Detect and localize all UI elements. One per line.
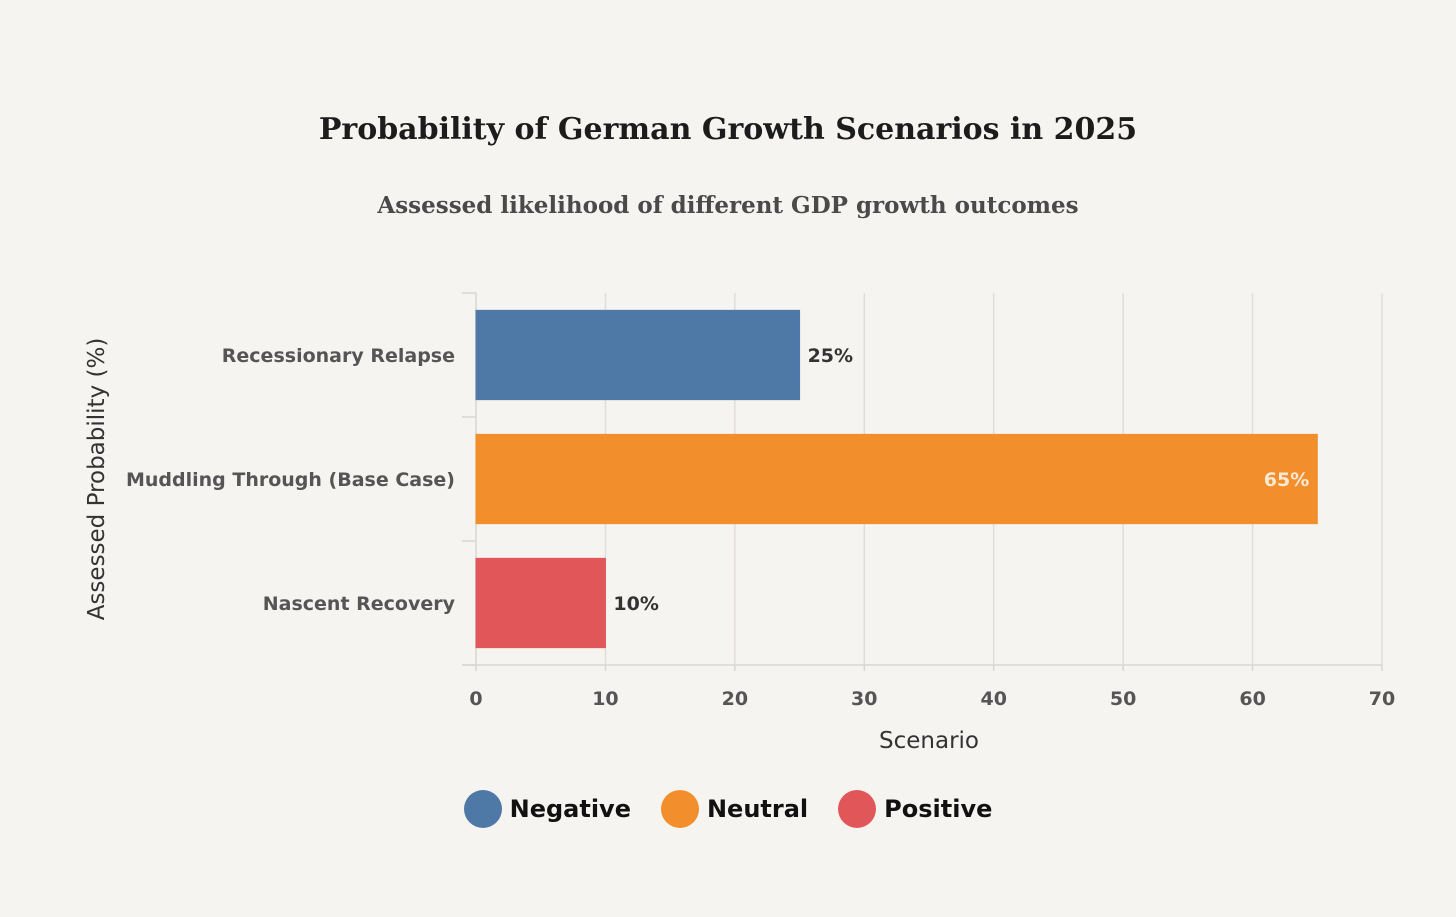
x-axis-title: Scenario bbox=[879, 728, 979, 754]
legend-label-negative: Negative bbox=[509, 795, 631, 823]
y-tick-label-recessionary-relapse: Recessionary Relapse bbox=[222, 345, 455, 367]
chart-title: Probability of German Growth Scenarios i… bbox=[318, 112, 1138, 147]
x-tick-label-30: 30 bbox=[851, 688, 877, 710]
x-tick-label-60: 60 bbox=[1239, 688, 1265, 710]
legend-label-neutral: Neutral bbox=[706, 795, 809, 823]
legend-swatch-positive bbox=[838, 790, 877, 828]
y-tick-label-muddling-through-base-case: Muddling Through (Base Case) bbox=[126, 469, 455, 491]
legend-swatch-negative bbox=[463, 790, 502, 828]
data-label-nascent-recovery: 10% bbox=[613, 593, 658, 615]
x-tick-label-10: 10 bbox=[592, 688, 618, 710]
bar-muddling-through-base-case bbox=[475, 433, 1318, 525]
data-label-muddling-through-base-case: 65% bbox=[1264, 469, 1309, 491]
x-tick-label-40: 40 bbox=[980, 688, 1006, 710]
legend-item-positive[interactable]: Positive bbox=[838, 790, 992, 828]
legend-swatch-neutral bbox=[660, 790, 699, 828]
x-tick-label-70: 70 bbox=[1369, 688, 1395, 710]
legend: Negative Neutral Positive bbox=[0, 790, 1456, 828]
chart-subtitle: Assessed likelihood of different GDP gro… bbox=[377, 192, 1079, 219]
y-tick-label-nascent-recovery: Nascent Recovery bbox=[263, 593, 456, 615]
x-tick-label-20: 20 bbox=[722, 688, 748, 710]
bar-recessionary-relapse bbox=[475, 309, 801, 401]
legend-item-negative[interactable]: Negative bbox=[463, 790, 631, 828]
legend-label-positive: Positive bbox=[884, 795, 993, 823]
x-tick-label-0: 0 bbox=[469, 688, 482, 710]
x-tick-label-50: 50 bbox=[1110, 688, 1136, 710]
y-axis-title: Assessed Probability (%) bbox=[84, 338, 110, 621]
bar-nascent-recovery bbox=[475, 557, 606, 649]
data-label-recessionary-relapse: 25% bbox=[808, 345, 853, 367]
legend-item-neutral[interactable]: Neutral bbox=[660, 790, 809, 828]
